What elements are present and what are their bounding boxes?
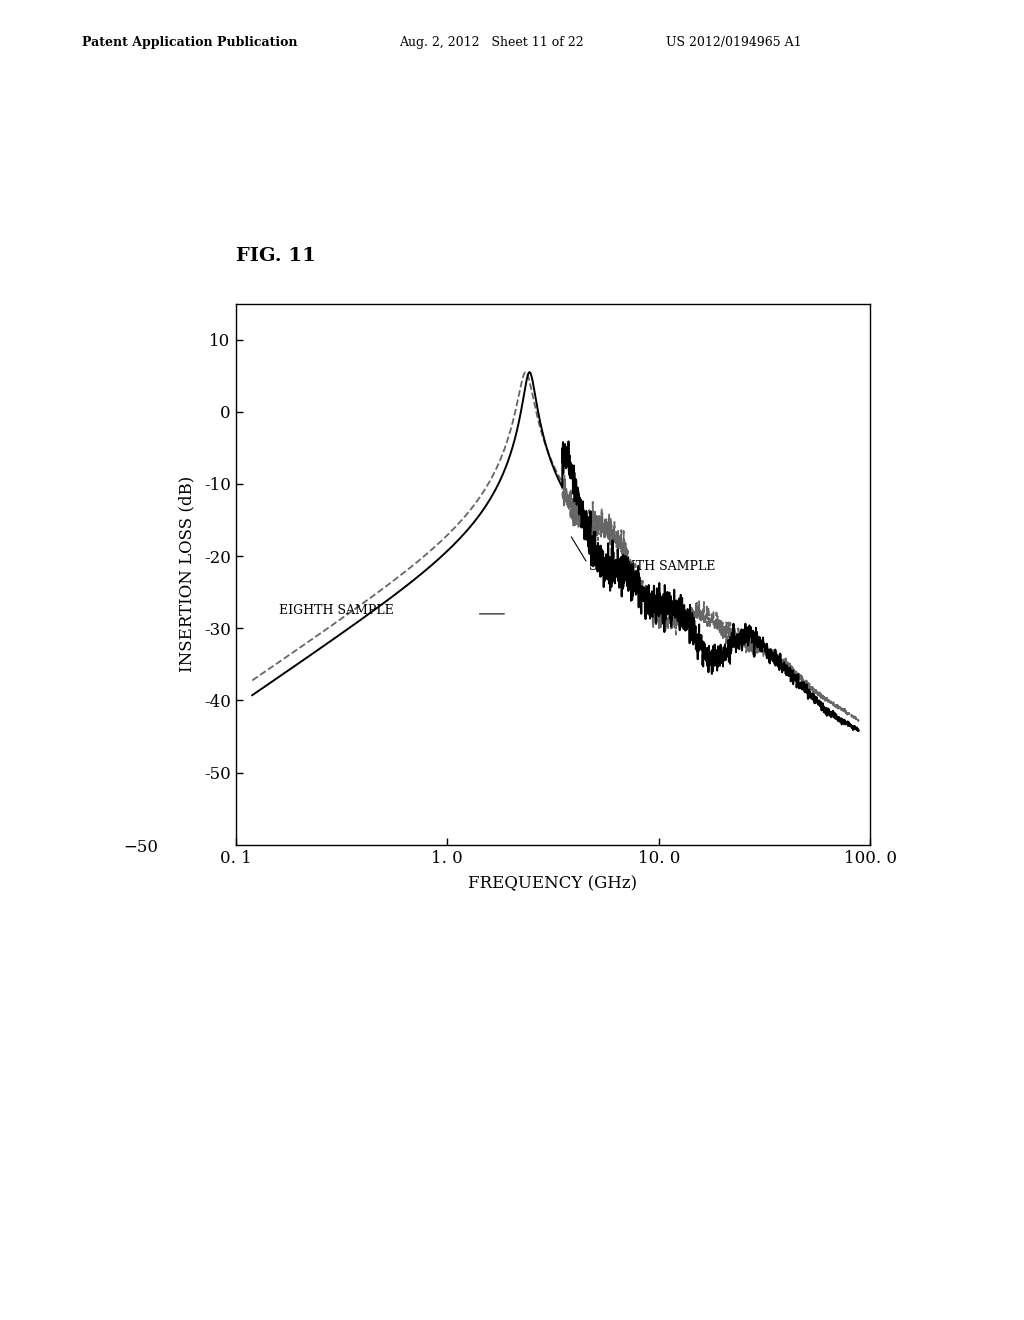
Text: −50: −50 — [124, 840, 159, 855]
Text: Aug. 2, 2012   Sheet 11 of 22: Aug. 2, 2012 Sheet 11 of 22 — [399, 36, 584, 49]
Text: Patent Application Publication: Patent Application Publication — [82, 36, 297, 49]
X-axis label: FREQUENCY (GHz): FREQUENCY (GHz) — [468, 875, 638, 892]
Text: US 2012/0194965 A1: US 2012/0194965 A1 — [666, 36, 801, 49]
Text: EIGHTH SAMPLE: EIGHTH SAMPLE — [279, 603, 393, 616]
Y-axis label: INSERTION LOSS (dB): INSERTION LOSS (dB) — [178, 477, 196, 672]
Text: SEVENTH SAMPLE: SEVENTH SAMPLE — [590, 561, 716, 573]
Text: FIG. 11: FIG. 11 — [236, 247, 315, 265]
